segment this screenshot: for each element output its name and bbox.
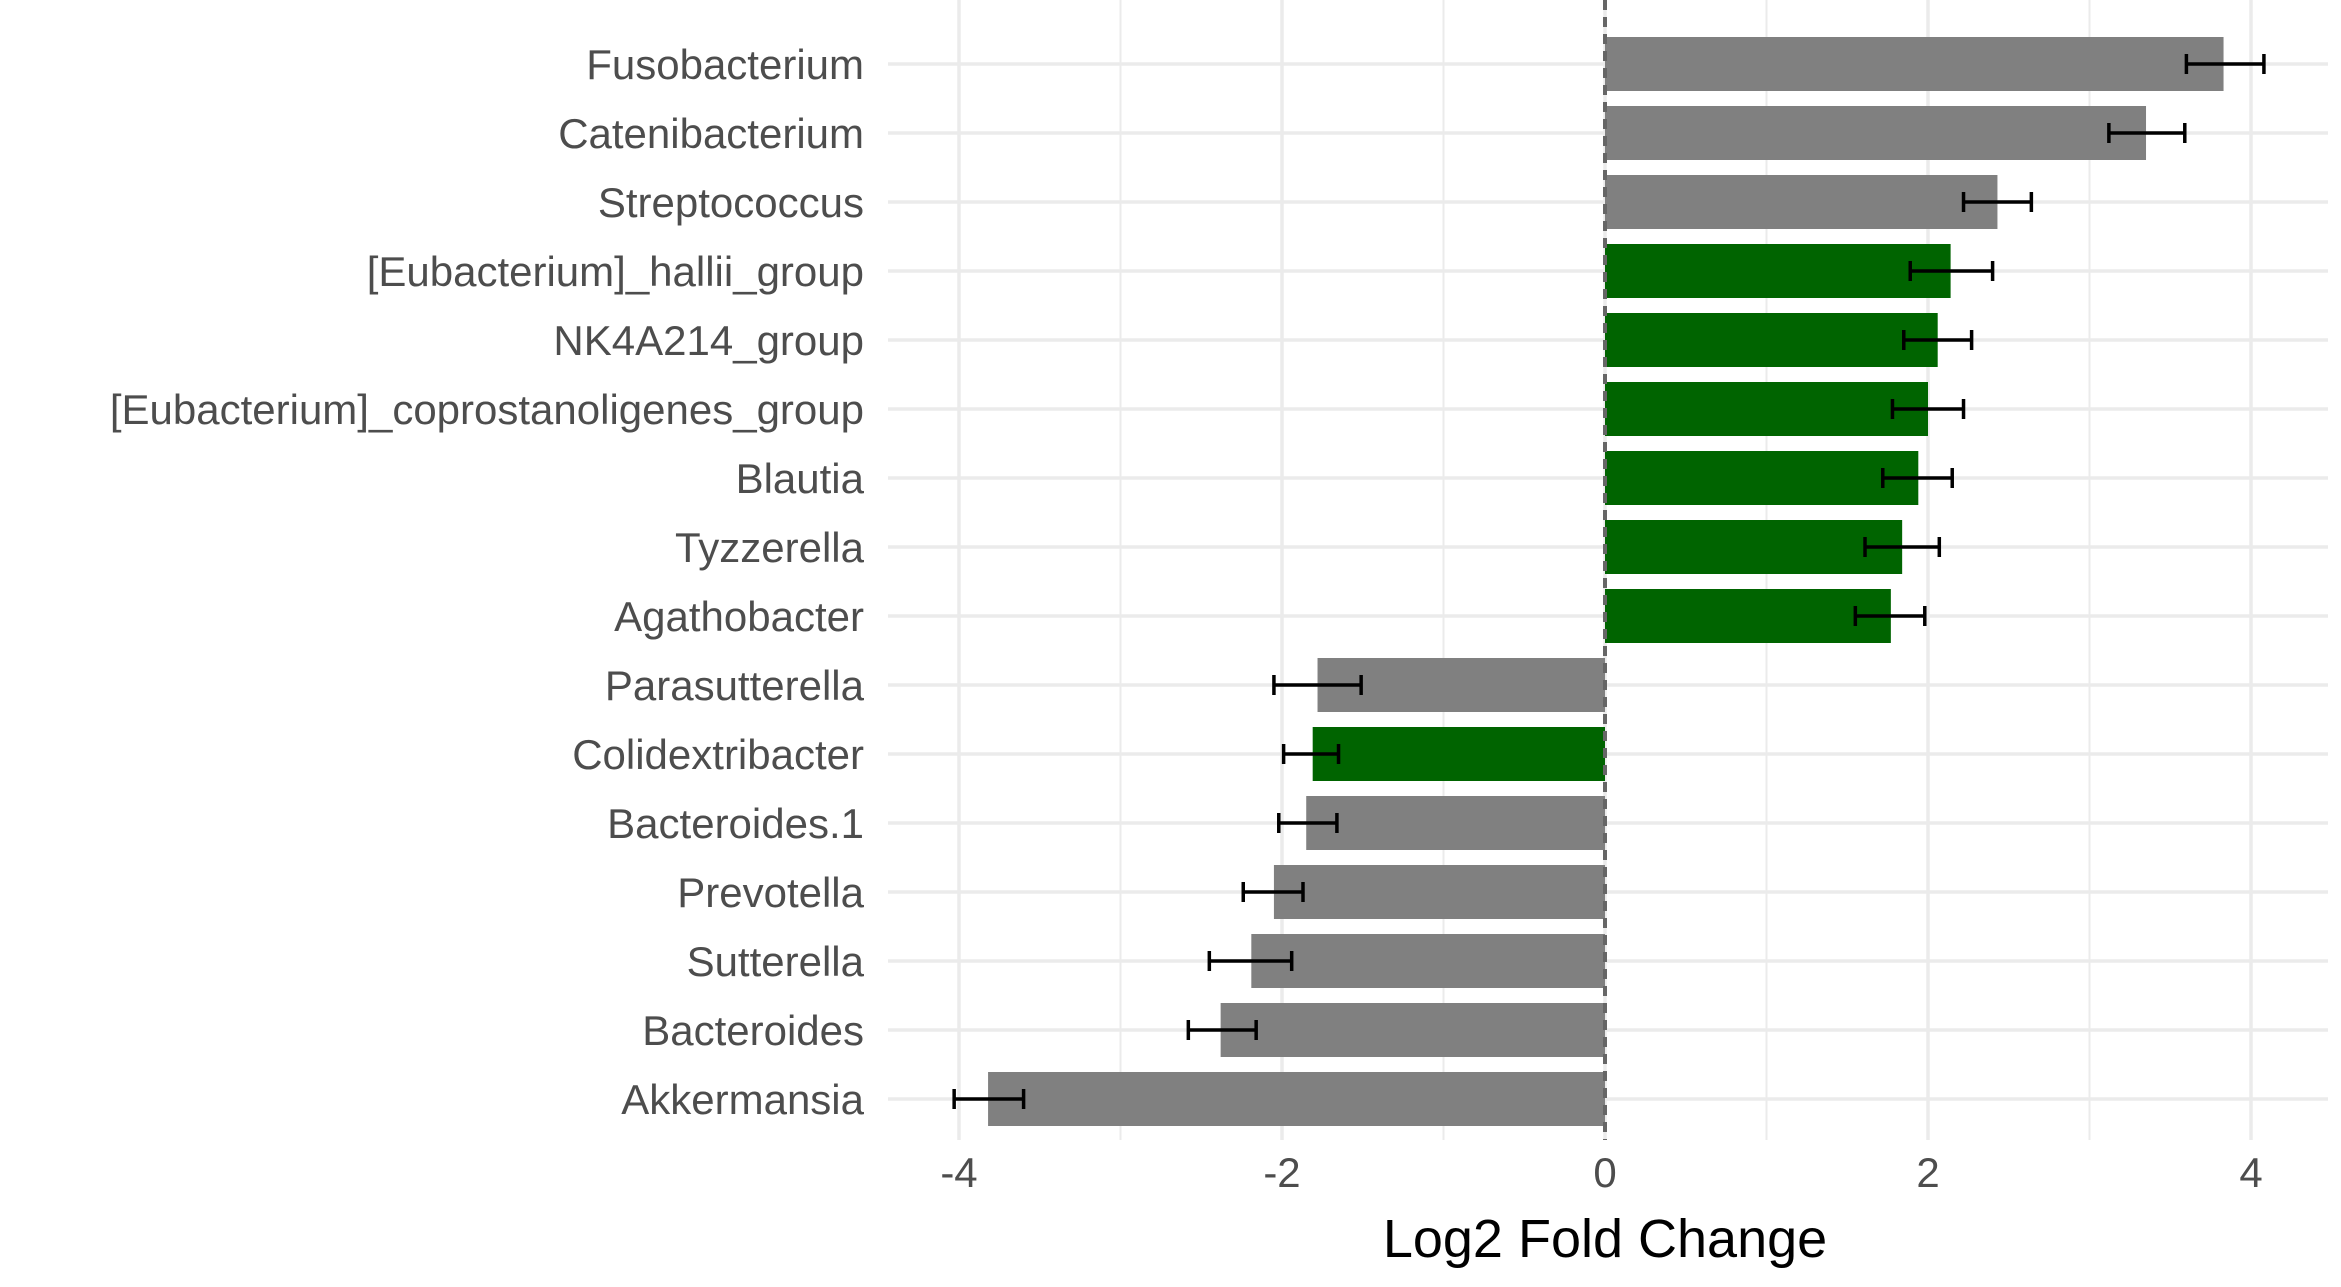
category-label: Catenibacterium (558, 110, 864, 157)
bar (1220, 1003, 1605, 1057)
x-tick-label: -2 (1263, 1149, 1300, 1196)
bar (1605, 382, 1928, 436)
bar (1605, 244, 1951, 298)
bar (1605, 451, 1919, 505)
bar (1605, 37, 2224, 91)
x-tick-label: -4 (940, 1149, 977, 1196)
category-label: NK4A214_group (553, 317, 864, 364)
category-label: Akkermansia (621, 1076, 864, 1123)
bar (1251, 934, 1605, 988)
x-tick-label: 2 (1916, 1149, 1939, 1196)
category-label: Bacteroides.1 (607, 800, 864, 847)
category-label: Fusobacterium (586, 41, 864, 88)
bar (1605, 106, 2147, 160)
category-labels: Fusobacterium Catenibacterium Streptococcu… (110, 41, 865, 1123)
x-tick-label: 4 (2239, 1149, 2262, 1196)
bar (1273, 865, 1605, 919)
category-label: [Eubacterium]_coprostanoligenes_group (110, 386, 864, 433)
bar (1317, 658, 1605, 712)
category-label: Colidextribacter (572, 731, 864, 778)
bar (1605, 175, 1998, 229)
bar (1312, 727, 1605, 781)
error-bars (952, 54, 2266, 1109)
x-tick-label: 0 (1593, 1149, 1616, 1196)
category-label: Parasutterella (605, 662, 865, 709)
category-label: Blautia (736, 455, 865, 502)
category-label: Sutterella (687, 938, 865, 985)
category-label: [Eubacterium]_hallii_group (367, 248, 864, 295)
x-axis-title: Log2 Fold Change (1383, 1209, 1827, 1269)
bar (988, 1072, 1605, 1126)
bar (1605, 589, 1891, 643)
category-label: Tyzzerella (675, 524, 865, 571)
bar (1605, 520, 1903, 574)
bars (988, 37, 2224, 1126)
category-label: Bacteroides (642, 1007, 864, 1054)
category-label: Agathobacter (614, 593, 864, 640)
x-tick-labels: -4 -2 0 2 4 (940, 1149, 2262, 1196)
bar (1306, 796, 1605, 850)
bar (1605, 313, 1938, 367)
category-label: Streptococcus (598, 179, 864, 226)
category-label: Prevotella (677, 869, 864, 916)
